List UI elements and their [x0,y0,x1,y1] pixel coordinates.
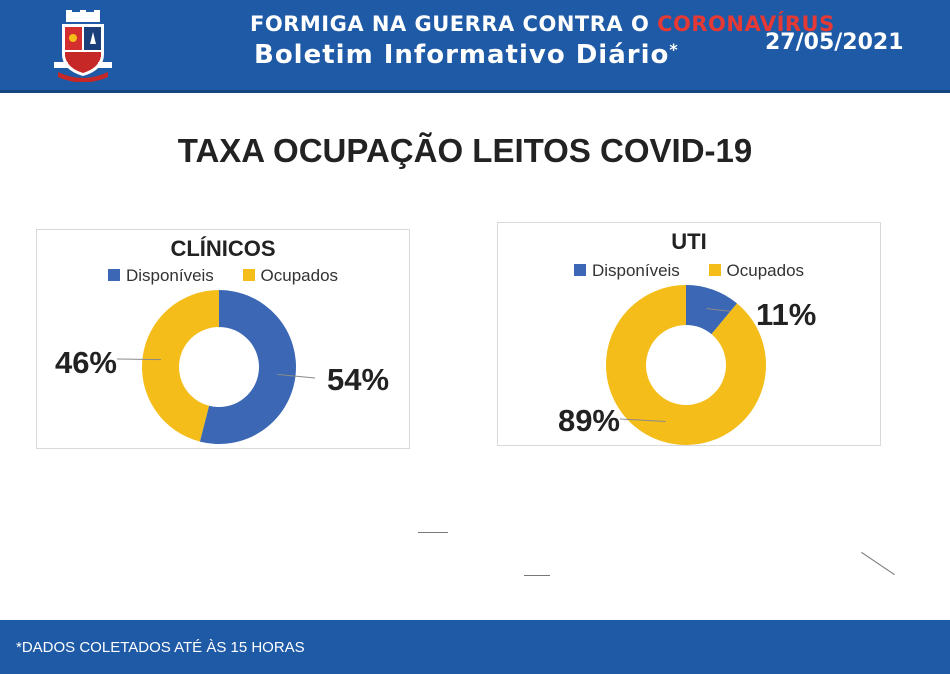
legend-swatch-disponiveis [573,264,586,276]
leader-line [116,358,161,361]
legend-item-disponiveis: Disponíveis [107,266,214,286]
legend-swatch-disponiveis [107,269,120,281]
leader-line [276,373,316,379]
legend-uti: Disponíveis Ocupados [498,261,880,281]
donut-slice-ocupados [142,290,219,442]
footer-banner: *DADOS COLETADOS ATÉ ÀS 15 HORAS [0,620,950,674]
bulletin-title-text: Boletim Informativo Diário [254,40,670,70]
chart-panel-clinicos: CLÍNICOS Disponíveis Ocupados 54% 46% [36,229,410,449]
decorative-stroke [418,532,448,533]
data-label-disponiveis: 11% [756,297,816,332]
page-title: TAXA OCUPAÇÃO LEITOS COVID-19 [177,132,753,169]
decorative-stroke [524,575,550,576]
header-bulletin-title: Boletim Informativo Diário* [254,40,679,70]
data-label-ocupados: 46% [55,345,117,380]
chart-panel-uti: UTI Disponíveis Ocupados 11% 89% [497,222,881,446]
legend-label-disponiveis: Disponíveis [591,261,680,280]
legend-item-disponiveis: Disponíveis [573,261,680,281]
donut-slice-disponiveis [199,290,296,444]
data-label-disponiveis: 54% [327,362,389,397]
city-coat-of-arms-icon [54,10,112,82]
legend-swatch-ocupados [708,264,721,276]
header-campaign-title: FORMIGA NA GUERRA CONTRA O CORONAVÍRUS [250,12,835,36]
legend-item-ocupados: Ocupados [242,266,339,286]
donut-chart-uti: 11% 89% [558,285,816,445]
legend-item-ocupados: Ocupados [708,261,805,281]
campaign-title-prefix: FORMIGA NA GUERRA CONTRA O [250,12,658,36]
legend-label-disponiveis: Disponíveis [125,266,214,285]
footer-note: *DADOS COLETADOS ATÉ ÀS 15 HORAS [16,639,305,656]
bulletin-title-asterisk: * [669,40,679,59]
legend-label-ocupados: Ocupados [726,261,805,280]
chart-title-clinicos: CLÍNICOS [170,236,276,261]
decorative-stroke [861,551,895,576]
leader-line [619,418,666,422]
legend-clinicos: Disponíveis Ocupados [37,266,409,286]
legend-label-ocupados: Ocupados [260,266,339,285]
campaign-title-highlight: CORONAVÍRUS [657,12,835,36]
header-banner: FORMIGA NA GUERRA CONTRA O CORONAVÍRUS B… [0,0,950,93]
data-label-ocupados: 89% [558,403,620,438]
donut-chart-clinicos: 54% 46% [55,290,389,444]
legend-swatch-ocupados [242,269,255,281]
donut-slice-ocupados [606,285,766,445]
bulletin-date: 27/05/2021 [765,30,904,55]
chart-title-uti: UTI [671,229,707,254]
